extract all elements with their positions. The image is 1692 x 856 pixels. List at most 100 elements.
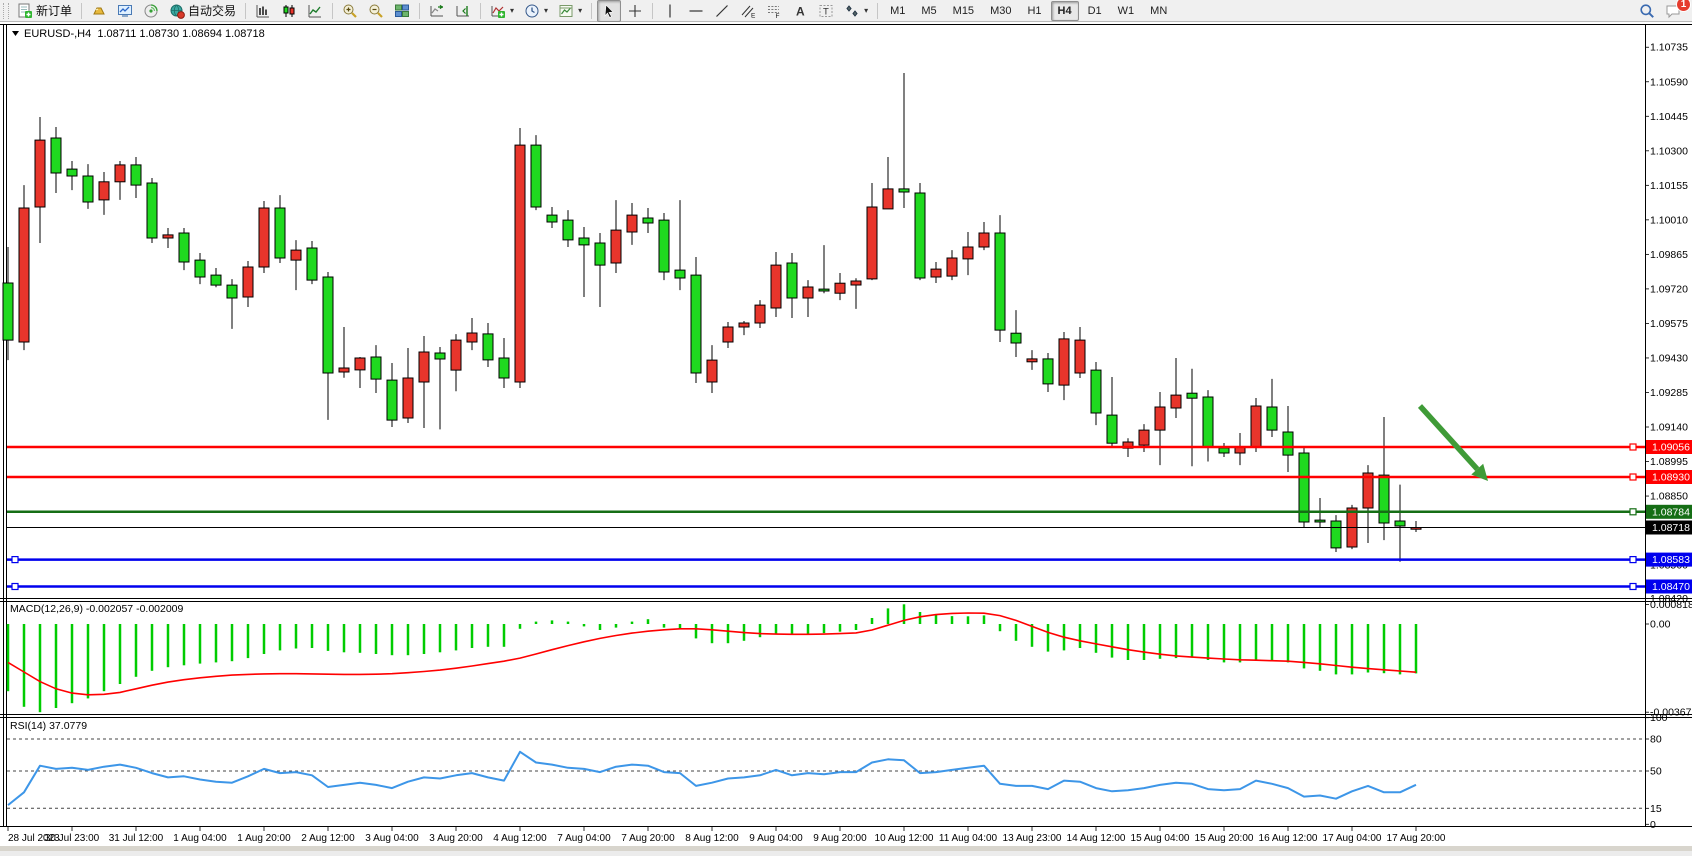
timeframe-h1-button[interactable]: H1 (1027, 4, 1042, 17)
candle-body-up (754, 304, 766, 324)
periods-button[interactable]: ▾ (520, 0, 552, 22)
line-handle[interactable] (1629, 443, 1637, 451)
down-arrow-annotation[interactable] (1417, 404, 1488, 481)
text-label-button[interactable]: T (814, 0, 838, 22)
crosshair-button[interactable] (623, 0, 647, 22)
price-tick-label: 1.09430 (1650, 352, 1688, 364)
candle-body-up (610, 229, 622, 264)
price-axis: 1.10735 1.10590 1.10445 1.10300 1.10155 1.100… (1645, 42, 1688, 605)
timeframe-d1-button[interactable]: D1 (1087, 4, 1102, 17)
templates-button[interactable]: ▾ (554, 0, 586, 22)
doc-plus-icon (18, 3, 32, 18)
candle-chart-button[interactable] (277, 0, 301, 22)
trendline-button[interactable] (710, 0, 734, 22)
macd-axis-label: 0.00 (1650, 619, 1671, 631)
candle-body-up (1170, 394, 1182, 409)
support-line-blue-1[interactable]: 1.08583 (7, 552, 1692, 567)
resistance-line-2[interactable]: 1.08930 (7, 470, 1692, 484)
macd-histogram-bar (886, 608, 890, 624)
toolbar-separator (591, 2, 593, 19)
cursor-button[interactable] (597, 0, 622, 22)
rsi-axis-label: 100 (1650, 712, 1668, 724)
equidistant-channel-button[interactable]: E (736, 0, 760, 22)
candle-body-down (130, 164, 142, 186)
macd-histogram-bar (806, 624, 810, 634)
toolbar-separator (480, 2, 482, 19)
candle-body-down (1202, 396, 1214, 448)
candle-body-down (146, 182, 158, 239)
toolbar-separator (81, 2, 83, 19)
rsi-axis-label: 0 (1650, 819, 1656, 831)
macd-histogram-bar (198, 624, 202, 664)
macd-histogram-bar (982, 615, 986, 624)
timeframe-m5-button[interactable]: M5 (921, 4, 937, 17)
navigator-button[interactable] (139, 0, 163, 22)
axis-price-tag-label: 1.09056 (1652, 442, 1690, 454)
candle-body-down (530, 144, 542, 208)
fibonacci-button[interactable]: F (762, 0, 786, 22)
line-handle[interactable] (1629, 508, 1637, 516)
bid-price-line[interactable]: 1.08718 (7, 520, 1692, 535)
text-button[interactable]: A (788, 0, 812, 22)
line-handle[interactable] (1629, 582, 1637, 591)
timeframe-m1-button[interactable]: M1 (890, 4, 906, 17)
axis-price-tag-label: 1.08470 (1652, 581, 1690, 593)
notifications-button[interactable]: 1 (1661, 0, 1691, 22)
rsi-axis-label: 80 (1650, 734, 1662, 746)
axis-price-tag (1646, 579, 1692, 594)
auto-scroll-button[interactable] (425, 0, 449, 22)
macd-histogram-bar (214, 624, 218, 663)
timeframe-w1-button[interactable]: W1 (1117, 4, 1135, 17)
rsi-axis-label: 15 (1650, 803, 1662, 815)
indicators-button[interactable]: ▾ (486, 0, 518, 22)
zoom-out-button[interactable] (364, 0, 388, 22)
zoom-in-button[interactable] (338, 0, 362, 22)
search-button[interactable] (1635, 0, 1659, 22)
horizontal-line-button[interactable] (684, 0, 708, 22)
new-order-button[interactable]: 新订单 (13, 0, 76, 22)
vertical-line-button[interactable] (658, 0, 682, 22)
arrows-button[interactable]: ▾ (840, 0, 872, 22)
line-chart-button[interactable] (303, 0, 327, 22)
auto-trading-button[interactable]: 自动交易 (165, 0, 240, 22)
resistance-line-1[interactable]: 1.09056 (7, 440, 1692, 454)
candle-body-down (1042, 358, 1054, 385)
globe-icon (170, 4, 185, 19)
timeframe-mn-button[interactable]: MN (1150, 4, 1168, 17)
toolbar-separator (245, 2, 247, 19)
macd-histogram-bar (358, 624, 362, 653)
chart-shift-button[interactable] (451, 0, 475, 22)
charts-window-button[interactable] (113, 0, 137, 22)
candle-body-down (210, 274, 222, 286)
macd-histogram-bar (182, 624, 186, 666)
macd-histogram-bar (598, 624, 602, 630)
line-handle[interactable] (1629, 555, 1637, 564)
macd-histogram-bar (486, 624, 490, 647)
chart-window[interactable]: 1.10735 1.10590 1.10445 1.10300 1.10155 1.100… (0, 22, 1692, 851)
svg-text:EURUSD-,H4 1.08711 1.08730 1.: EURUSD-,H4 1.08711 1.08730 1.08694 1.087… (24, 28, 265, 40)
timeframe-h4-button[interactable]: H4 (1050, 0, 1079, 21)
time-tick-label: 3 Aug 20:00 (429, 833, 483, 844)
tile-windows-button[interactable] (390, 0, 414, 22)
candle-body-down (1090, 369, 1102, 414)
bar-chart-button[interactable] (251, 0, 275, 22)
macd-axis-label: 0.000818 (1650, 599, 1692, 611)
line-handle[interactable] (1629, 473, 1637, 481)
line-handle[interactable] (11, 555, 19, 564)
support-line-green[interactable]: 1.08784 (7, 504, 1692, 519)
timeframe-m15-button[interactable]: M15 (952, 4, 975, 17)
styler-button[interactable] (87, 0, 111, 22)
support-line-blue-2[interactable]: 1.08470 (7, 579, 1692, 594)
macd-histogram-bar (662, 624, 666, 628)
timeframe-m30-button[interactable]: M30 (990, 4, 1012, 17)
candle-body-up (18, 207, 30, 343)
macd-histogram-bar (390, 624, 394, 656)
chart-canvas[interactable]: 1.10735 1.10590 1.10445 1.10300 1.10155 1.100… (0, 22, 1692, 851)
line-handle[interactable] (11, 582, 19, 591)
shapes-icon (846, 4, 858, 17)
time-tick-label: 13 Aug 23:00 (1003, 833, 1062, 844)
candle-body-up (930, 268, 942, 278)
gold-icon (93, 7, 105, 14)
macd-histogram-bar (1286, 624, 1290, 663)
macd-histogram-bar (854, 624, 858, 630)
